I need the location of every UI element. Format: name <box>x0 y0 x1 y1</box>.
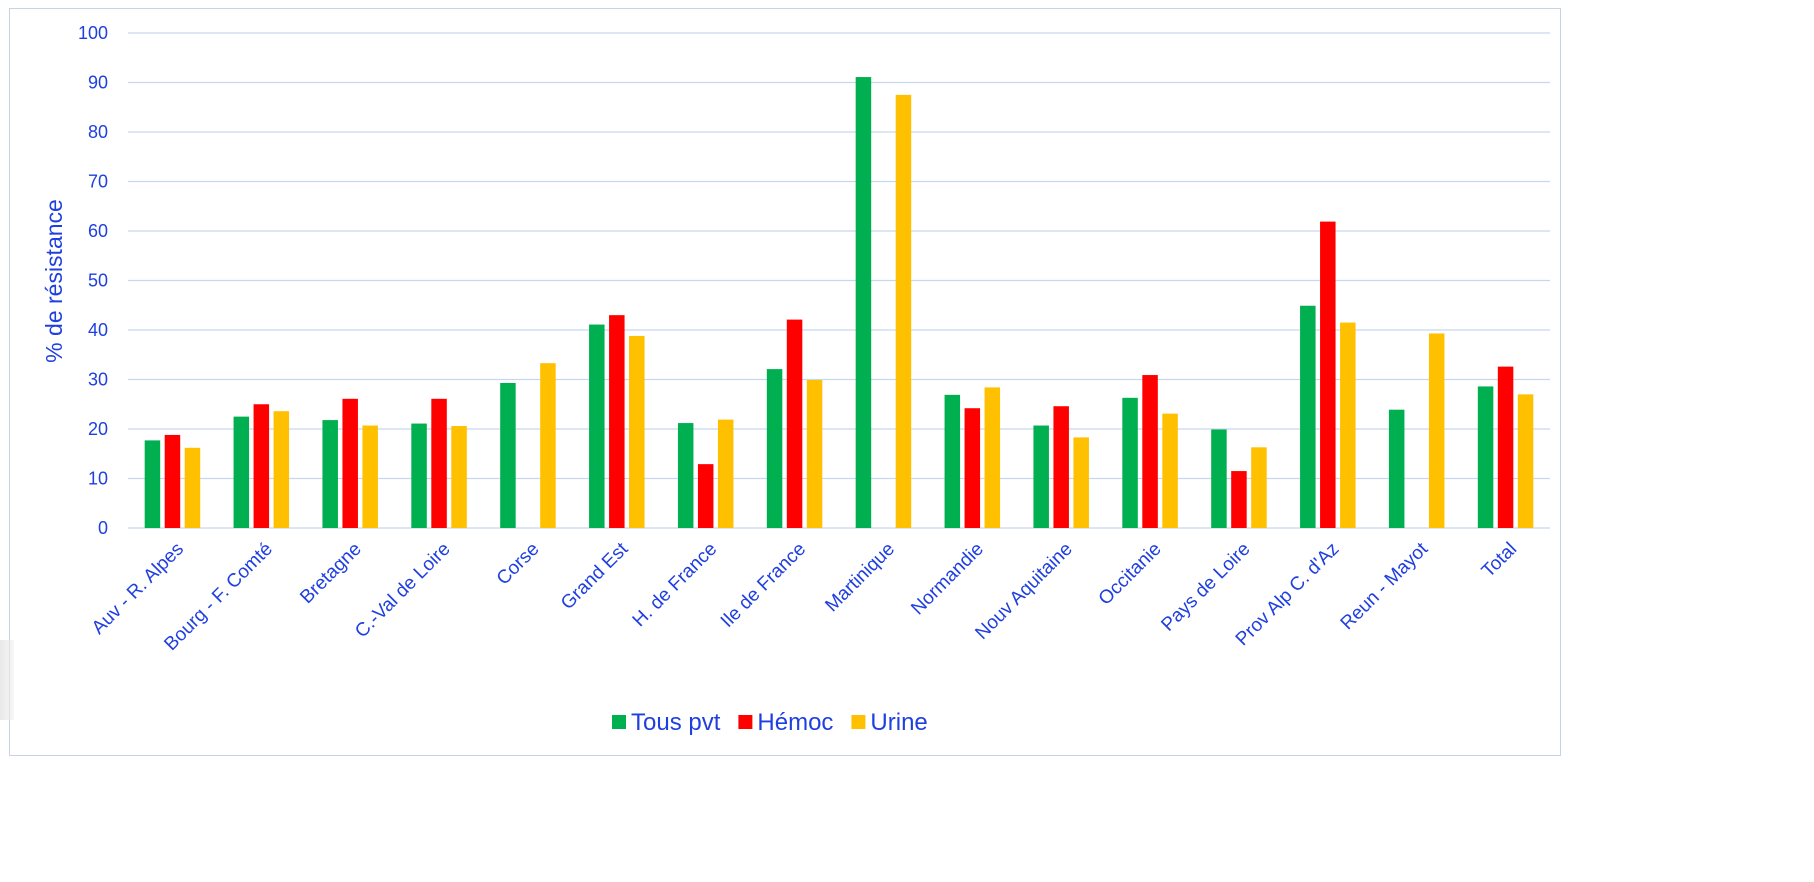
x-category-label: Bretagne <box>296 539 365 608</box>
bar <box>855 77 872 529</box>
bar <box>451 426 467 528</box>
x-category-label: Corse <box>493 539 544 590</box>
bar <box>322 420 338 528</box>
bar <box>895 94 912 528</box>
bar <box>411 423 427 528</box>
x-category-label: Grand Est <box>557 538 633 614</box>
y-axis-ticks: 0 10 20 30 40 50 60 70 80 90 100 <box>78 23 108 538</box>
bar <box>786 319 803 528</box>
bar <box>1073 437 1089 528</box>
bar <box>1388 409 1405 528</box>
x-category-label: Martinique <box>821 539 899 617</box>
legend-swatch <box>738 715 753 729</box>
bar <box>164 434 181 528</box>
x-category-label: Ile de France <box>717 539 810 632</box>
y-tick-label: 0 <box>98 518 108 538</box>
bar <box>540 363 556 528</box>
x-category-label: Auv - R. Alpes <box>88 539 188 639</box>
bar <box>1033 425 1049 528</box>
legend-swatch <box>851 715 866 729</box>
bar <box>1300 305 1316 528</box>
bar <box>233 416 250 528</box>
bar <box>1477 386 1494 528</box>
bar <box>964 408 981 528</box>
bar <box>1340 322 1356 528</box>
bar-chart: 0 10 20 30 40 50 60 70 80 90 100 Auv - R. AlpesBou… <box>41 23 1550 736</box>
bar <box>589 324 605 528</box>
y-tick-label: 100 <box>78 23 108 43</box>
x-category-label: Pays de Loire <box>1157 539 1254 636</box>
y-tick-label: 80 <box>88 122 108 142</box>
y-axis-label: % de résistance <box>41 199 67 363</box>
legend-label: Urine <box>870 709 927 736</box>
bar <box>184 447 201 528</box>
bar <box>697 464 714 528</box>
legend: Tous pvt Hémoc Urine <box>612 709 928 736</box>
y-tick-label: 30 <box>88 370 108 390</box>
bar <box>1517 394 1534 528</box>
bar <box>1142 375 1158 528</box>
bar <box>253 404 270 528</box>
y-tick-label: 10 <box>88 469 108 489</box>
bar <box>629 335 645 528</box>
bar <box>431 398 447 528</box>
bar <box>806 379 823 528</box>
bar <box>273 411 290 528</box>
bar <box>144 440 161 528</box>
bar <box>1162 413 1178 528</box>
bar <box>984 387 1001 528</box>
bar <box>1320 221 1336 528</box>
bar <box>717 419 734 528</box>
x-category-label: Nouv Aquitaine <box>971 539 1076 644</box>
bar <box>342 398 358 528</box>
x-category-label: Total <box>1478 539 1521 582</box>
y-tick-label: 70 <box>88 172 108 192</box>
bar <box>1053 406 1069 528</box>
bars <box>144 77 1534 529</box>
bar <box>677 423 694 528</box>
bar <box>609 315 625 528</box>
gridlines <box>128 32 1550 529</box>
x-category-label: H. de France <box>629 539 722 632</box>
decorative-corner-shape <box>0 640 14 720</box>
x-category-label: Normandie <box>907 539 988 620</box>
x-category-label: C.-Val de Loire <box>351 539 454 642</box>
bar <box>1231 471 1247 528</box>
bar <box>500 382 516 528</box>
bar <box>766 369 783 528</box>
y-tick-label: 20 <box>88 419 108 439</box>
y-tick-label: 50 <box>88 271 108 291</box>
legend-label: Tous pvt <box>631 709 721 736</box>
legend-swatch <box>612 715 626 729</box>
bar <box>944 394 961 528</box>
y-tick-label: 90 <box>88 73 108 93</box>
bar <box>1497 366 1514 528</box>
x-category-label: Occitanie <box>1095 539 1166 610</box>
x-category-label: Reun - Mayot <box>1337 538 1433 634</box>
bar <box>1122 397 1138 528</box>
y-tick-label: 40 <box>88 320 108 340</box>
legend-label: Hémoc <box>757 709 833 736</box>
bar <box>1428 333 1445 528</box>
bar <box>1251 447 1267 528</box>
y-tick-label: 60 <box>88 221 108 241</box>
bar <box>1211 429 1227 528</box>
bar <box>362 425 378 528</box>
